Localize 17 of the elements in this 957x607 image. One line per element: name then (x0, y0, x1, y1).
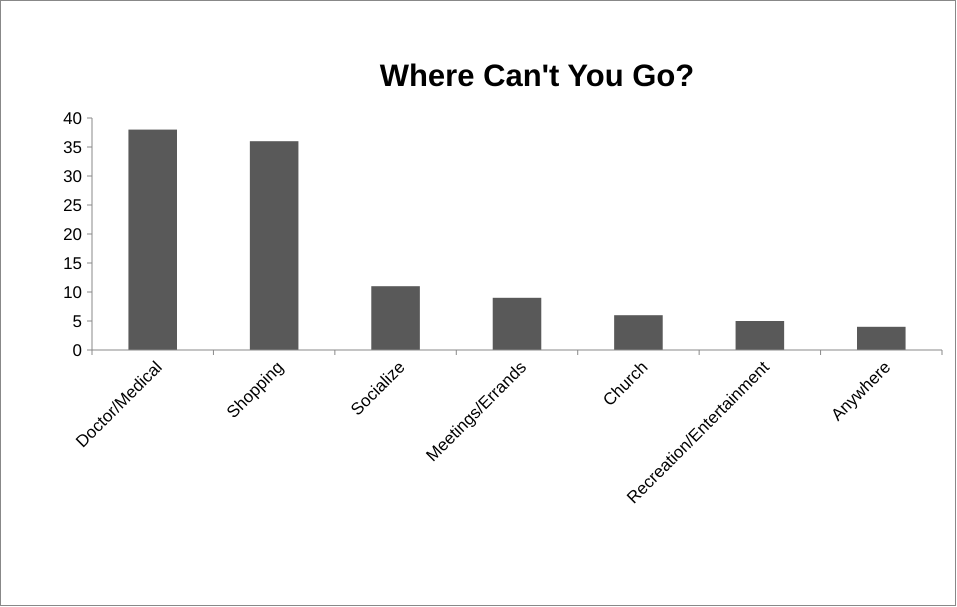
bar (857, 326, 906, 350)
bar (614, 315, 663, 350)
y-tick-label: 10 (63, 282, 82, 302)
y-tick-label: 5 (72, 312, 82, 331)
y-tick-label: 35 (63, 138, 82, 157)
bar (371, 286, 420, 350)
chart-title: Where Can't You Go? (380, 58, 694, 93)
y-tick-label: 15 (63, 254, 82, 273)
y-tick-label: 40 (63, 108, 82, 128)
y-tick-label: 30 (63, 166, 82, 186)
y-tick-label: 25 (63, 196, 82, 215)
y-tick-label: 20 (63, 224, 82, 244)
bar (250, 141, 298, 350)
y-tick-label: 0 (72, 340, 82, 360)
bar (128, 130, 177, 350)
bar (736, 321, 784, 350)
bar (492, 298, 542, 350)
